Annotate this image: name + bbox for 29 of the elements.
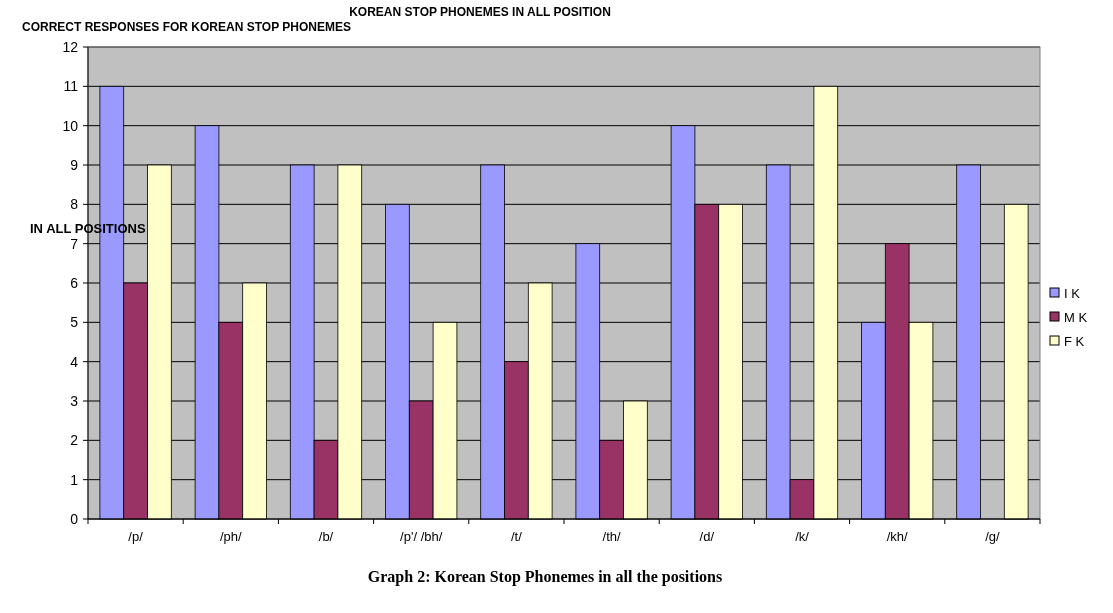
legend-label: M K bbox=[1064, 309, 1088, 325]
y-tick-label: 12 bbox=[62, 38, 79, 55]
caption: Graph 2: Korean Stop Phonemes in all the positions bbox=[367, 568, 723, 586]
chart-title: KOREAN STOP PHONEMES IN ALL POSITION bbox=[349, 5, 611, 19]
y-tick-label: 3 bbox=[70, 392, 79, 409]
y-tick-label: 0 bbox=[70, 510, 79, 527]
y-tick-label: 9 bbox=[70, 156, 79, 173]
x-tick-label: /p'/ /bh/ bbox=[400, 529, 443, 544]
x-tick-label: /d/ bbox=[699, 529, 715, 544]
y-tick-label: 2 bbox=[70, 432, 79, 449]
legend-label: F K bbox=[1064, 333, 1085, 349]
y-tick-label: 8 bbox=[70, 196, 79, 213]
y-tick-label: 1 bbox=[70, 471, 79, 488]
x-tick-label: /g/ bbox=[985, 529, 1001, 544]
legend-label: I K bbox=[1064, 285, 1081, 301]
x-tick-label: /p/ bbox=[128, 529, 144, 544]
x-tick-label: /k/ bbox=[795, 529, 810, 544]
x-tick-label: /t/ bbox=[510, 529, 523, 544]
y-tick-label: 7 bbox=[70, 235, 79, 252]
y-tick-label: 11 bbox=[63, 78, 79, 95]
y-tick-label: 5 bbox=[70, 314, 79, 331]
x-tick-label: /th/ bbox=[602, 529, 622, 544]
chart-subtitle: CORRECT RESPONSES FOR KOREAN STOP PHONEMES bbox=[22, 20, 351, 34]
x-tick-label: /b/ bbox=[318, 529, 334, 544]
x-tick-label: /ph/ bbox=[219, 529, 243, 544]
y-tick-label: 4 bbox=[70, 353, 79, 370]
y-tick-label: 6 bbox=[70, 274, 79, 291]
x-tick-label: /kh/ bbox=[886, 529, 909, 544]
y-tick-label: 10 bbox=[62, 117, 79, 134]
